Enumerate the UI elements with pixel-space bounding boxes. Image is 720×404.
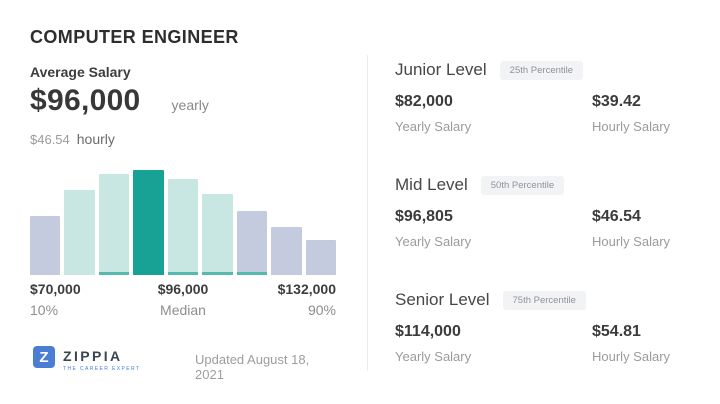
yearly-column: $82,000 Yearly Salary (395, 93, 592, 134)
yearly-value: $114,000 (395, 323, 461, 340)
axis-marker-sublabel: Median (160, 302, 206, 318)
level-values: $82,000 Yearly Salary $39.42 Hourly Sala… (395, 93, 690, 134)
histogram-bar (30, 216, 61, 275)
histogram-bar (202, 194, 233, 275)
average-salary-label: Average Salary (30, 64, 131, 80)
hourly-label: Hourly Salary (592, 234, 671, 249)
updated-date: Updated August 18, 2021 (195, 352, 310, 382)
brand-tagline: THE CAREER EXPERT (63, 366, 141, 372)
histogram-bar (64, 189, 95, 275)
hourly-label: Hourly Salary (592, 349, 671, 364)
vertical-divider (367, 55, 368, 371)
histogram-bar (167, 179, 199, 275)
level-name: Senior Level (395, 290, 490, 309)
hourly-value: $39.42 (592, 93, 641, 110)
hourly-value: $54.81 (592, 323, 641, 340)
salary-histogram (30, 170, 336, 275)
axis-marker-median: $96,000 Median (158, 281, 209, 318)
histogram-bar (98, 174, 130, 275)
average-hourly-value: $46.54 (30, 132, 70, 147)
percentile-badge: 25th Percentile (499, 60, 584, 80)
average-yearly-row: $96,000 yearly (30, 84, 209, 118)
axis-marker-value: $96,000 (157, 281, 209, 297)
hourly-value: $46.54 (592, 208, 641, 225)
axis-marker-sublabel: 90% (307, 302, 336, 318)
histogram-bar (236, 210, 268, 275)
zippia-logo[interactable]: Z ZIPPIA THE CAREER EXPERT (33, 346, 140, 372)
yearly-label: Yearly Salary (395, 119, 472, 134)
hourly-column: $46.54 Hourly Salary (592, 208, 670, 249)
right-pane: Junior Level 25th Percentile $82,000 Yea… (395, 0, 690, 404)
histogram-axis-labels: $70,000 10% $96,000 Median $132,000 90% (30, 281, 336, 321)
hourly-column: $39.42 Hourly Salary (592, 93, 670, 134)
level-header: Junior Level 25th Percentile (395, 60, 690, 80)
page-title: COMPUTER ENGINEER (30, 27, 239, 47)
level-section-mid: Mid Level 50th Percentile $96,805 Yearly… (395, 175, 690, 249)
brand-name: ZIPPIA (63, 348, 123, 364)
axis-marker-value: $132,000 (277, 281, 336, 297)
hourly-column: $54.81 Hourly Salary (592, 323, 670, 364)
average-yearly-value: $96,000 (30, 84, 141, 117)
percentile-badge: 75th Percentile (502, 290, 586, 310)
yearly-column: $96,805 Yearly Salary (395, 208, 592, 249)
yearly-value: $82,000 (395, 93, 453, 110)
axis-marker-90th: $132,000 90% (278, 281, 336, 318)
histogram-bar (133, 170, 164, 275)
level-name: Mid Level (395, 175, 468, 194)
level-values: $96,805 Yearly Salary $46.54 Hourly Sala… (395, 208, 690, 249)
level-name: Junior Level (395, 60, 487, 79)
level-section-senior: Senior Level 75th Percentile $114,000 Ye… (395, 290, 690, 364)
level-section-junior: Junior Level 25th Percentile $82,000 Yea… (395, 60, 690, 134)
axis-marker-value: $70,000 (30, 281, 81, 297)
axis-marker-10th: $70,000 10% (30, 281, 81, 318)
average-hourly-unit: hourly (76, 131, 115, 147)
average-yearly-unit: yearly (171, 97, 209, 113)
histogram-bar (271, 226, 302, 275)
yearly-value: $96,805 (395, 208, 453, 225)
level-header: Senior Level 75th Percentile (395, 290, 690, 310)
zippia-logo-text: ZIPPIA THE CAREER EXPERT (63, 348, 140, 372)
hourly-label: Hourly Salary (592, 119, 671, 134)
left-pane: COMPUTER ENGINEER Average Salary $96,000… (30, 0, 336, 404)
level-values: $114,000 Yearly Salary $54.81 Hourly Sal… (395, 323, 690, 364)
zippia-logo-icon: Z (33, 346, 55, 368)
axis-marker-sublabel: 10% (30, 302, 59, 318)
yearly-label: Yearly Salary (395, 234, 472, 249)
histogram-bar (305, 240, 336, 275)
level-header: Mid Level 50th Percentile (395, 175, 690, 195)
footer: Z ZIPPIA THE CAREER EXPERT Updated Augus… (30, 346, 336, 382)
yearly-column: $114,000 Yearly Salary (395, 323, 592, 364)
yearly-label: Yearly Salary (395, 349, 472, 364)
average-hourly-row: $46.54 hourly (30, 131, 115, 147)
percentile-badge: 50th Percentile (480, 175, 565, 195)
